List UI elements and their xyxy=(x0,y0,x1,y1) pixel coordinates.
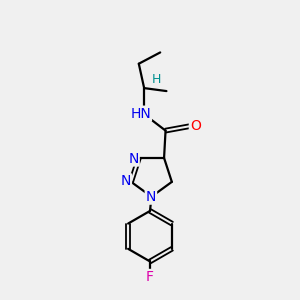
Text: HN: HN xyxy=(130,107,151,121)
Text: N: N xyxy=(146,190,156,204)
Text: H: H xyxy=(152,73,161,86)
Text: N: N xyxy=(128,152,139,166)
Text: N: N xyxy=(121,174,131,188)
Text: O: O xyxy=(190,119,201,133)
Text: F: F xyxy=(146,270,154,284)
